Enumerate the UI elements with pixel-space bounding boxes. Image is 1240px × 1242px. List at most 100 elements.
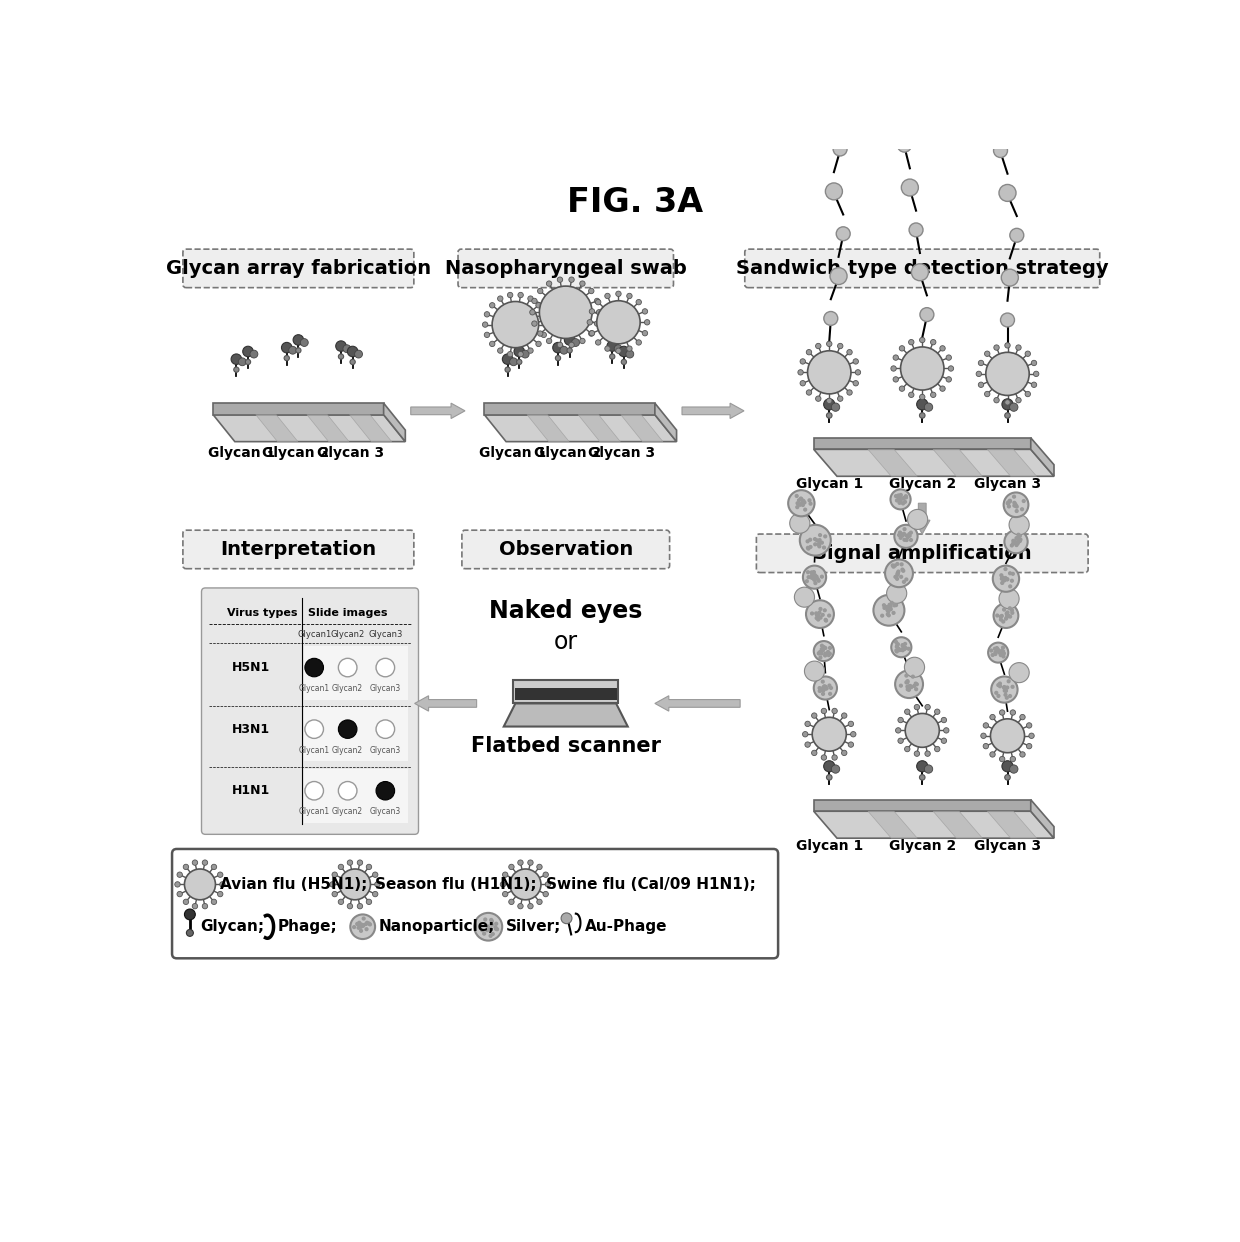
- Circle shape: [500, 882, 506, 887]
- Circle shape: [823, 647, 827, 650]
- Circle shape: [914, 682, 918, 684]
- Circle shape: [897, 643, 899, 646]
- Circle shape: [360, 925, 362, 928]
- Circle shape: [594, 320, 600, 327]
- Circle shape: [895, 604, 898, 606]
- Circle shape: [828, 647, 832, 650]
- Circle shape: [853, 380, 858, 386]
- Circle shape: [1002, 270, 1018, 286]
- Circle shape: [626, 347, 632, 351]
- Circle shape: [595, 340, 601, 345]
- Circle shape: [494, 925, 497, 929]
- Circle shape: [365, 928, 368, 930]
- Circle shape: [892, 565, 895, 568]
- Circle shape: [1008, 505, 1011, 508]
- Circle shape: [827, 651, 830, 653]
- Circle shape: [817, 619, 820, 621]
- Circle shape: [920, 338, 925, 343]
- Circle shape: [510, 358, 517, 365]
- Polygon shape: [213, 415, 405, 442]
- Circle shape: [537, 330, 543, 337]
- Polygon shape: [578, 415, 620, 442]
- Circle shape: [811, 713, 817, 718]
- Circle shape: [1002, 650, 1004, 653]
- Circle shape: [946, 376, 951, 383]
- Circle shape: [818, 542, 821, 544]
- Circle shape: [185, 909, 196, 920]
- Circle shape: [823, 686, 826, 688]
- Circle shape: [816, 539, 818, 542]
- Circle shape: [1017, 533, 1019, 537]
- Polygon shape: [868, 450, 918, 476]
- Circle shape: [1013, 496, 1016, 498]
- Circle shape: [985, 391, 990, 396]
- Text: Naked eyes: Naked eyes: [489, 599, 642, 623]
- Circle shape: [184, 899, 188, 904]
- Circle shape: [935, 709, 940, 714]
- Circle shape: [799, 503, 801, 507]
- Circle shape: [901, 569, 905, 573]
- Circle shape: [822, 689, 825, 692]
- Circle shape: [485, 312, 490, 317]
- Circle shape: [894, 575, 897, 579]
- Text: Glycan 3: Glycan 3: [316, 446, 384, 461]
- Circle shape: [569, 277, 574, 282]
- Circle shape: [911, 676, 914, 678]
- Circle shape: [211, 899, 217, 904]
- Circle shape: [1012, 573, 1014, 575]
- Circle shape: [490, 934, 492, 938]
- Circle shape: [815, 575, 818, 578]
- Circle shape: [300, 339, 309, 347]
- Circle shape: [339, 899, 343, 904]
- Circle shape: [1011, 609, 1013, 611]
- FancyBboxPatch shape: [304, 769, 408, 822]
- Circle shape: [1001, 578, 1003, 580]
- Circle shape: [935, 746, 940, 751]
- Circle shape: [889, 605, 892, 607]
- Circle shape: [1003, 578, 1007, 581]
- Circle shape: [894, 564, 897, 566]
- Circle shape: [806, 571, 810, 574]
- Circle shape: [1001, 650, 1003, 652]
- Circle shape: [802, 501, 805, 503]
- Circle shape: [1003, 493, 1028, 517]
- Text: Virus types: Virus types: [227, 609, 298, 619]
- Circle shape: [999, 615, 1002, 619]
- Circle shape: [1004, 343, 1011, 348]
- Circle shape: [1032, 360, 1037, 365]
- Circle shape: [908, 533, 910, 535]
- Text: Avian flu (H5N1);: Avian flu (H5N1);: [221, 877, 367, 892]
- Circle shape: [1033, 371, 1039, 376]
- Circle shape: [1011, 579, 1013, 582]
- Circle shape: [497, 296, 503, 302]
- Circle shape: [1004, 687, 1007, 689]
- Circle shape: [823, 535, 827, 538]
- Circle shape: [358, 922, 361, 924]
- Circle shape: [910, 539, 913, 542]
- Circle shape: [813, 677, 837, 699]
- Circle shape: [999, 574, 1003, 576]
- Circle shape: [357, 923, 361, 927]
- Circle shape: [305, 658, 324, 677]
- Circle shape: [502, 354, 513, 364]
- Polygon shape: [655, 696, 740, 712]
- Circle shape: [800, 525, 831, 555]
- Circle shape: [1007, 615, 1009, 617]
- Circle shape: [901, 534, 904, 537]
- Circle shape: [887, 612, 889, 616]
- Circle shape: [1003, 578, 1007, 580]
- Circle shape: [897, 574, 899, 576]
- Circle shape: [894, 494, 898, 498]
- Circle shape: [219, 882, 226, 887]
- Circle shape: [1004, 412, 1011, 419]
- Circle shape: [905, 578, 908, 581]
- Circle shape: [898, 648, 901, 652]
- Circle shape: [1018, 534, 1022, 538]
- Circle shape: [806, 390, 812, 395]
- Circle shape: [231, 354, 242, 364]
- Circle shape: [1021, 508, 1023, 510]
- Circle shape: [821, 645, 823, 647]
- Circle shape: [532, 298, 537, 303]
- Circle shape: [1006, 615, 1008, 617]
- Circle shape: [899, 532, 903, 535]
